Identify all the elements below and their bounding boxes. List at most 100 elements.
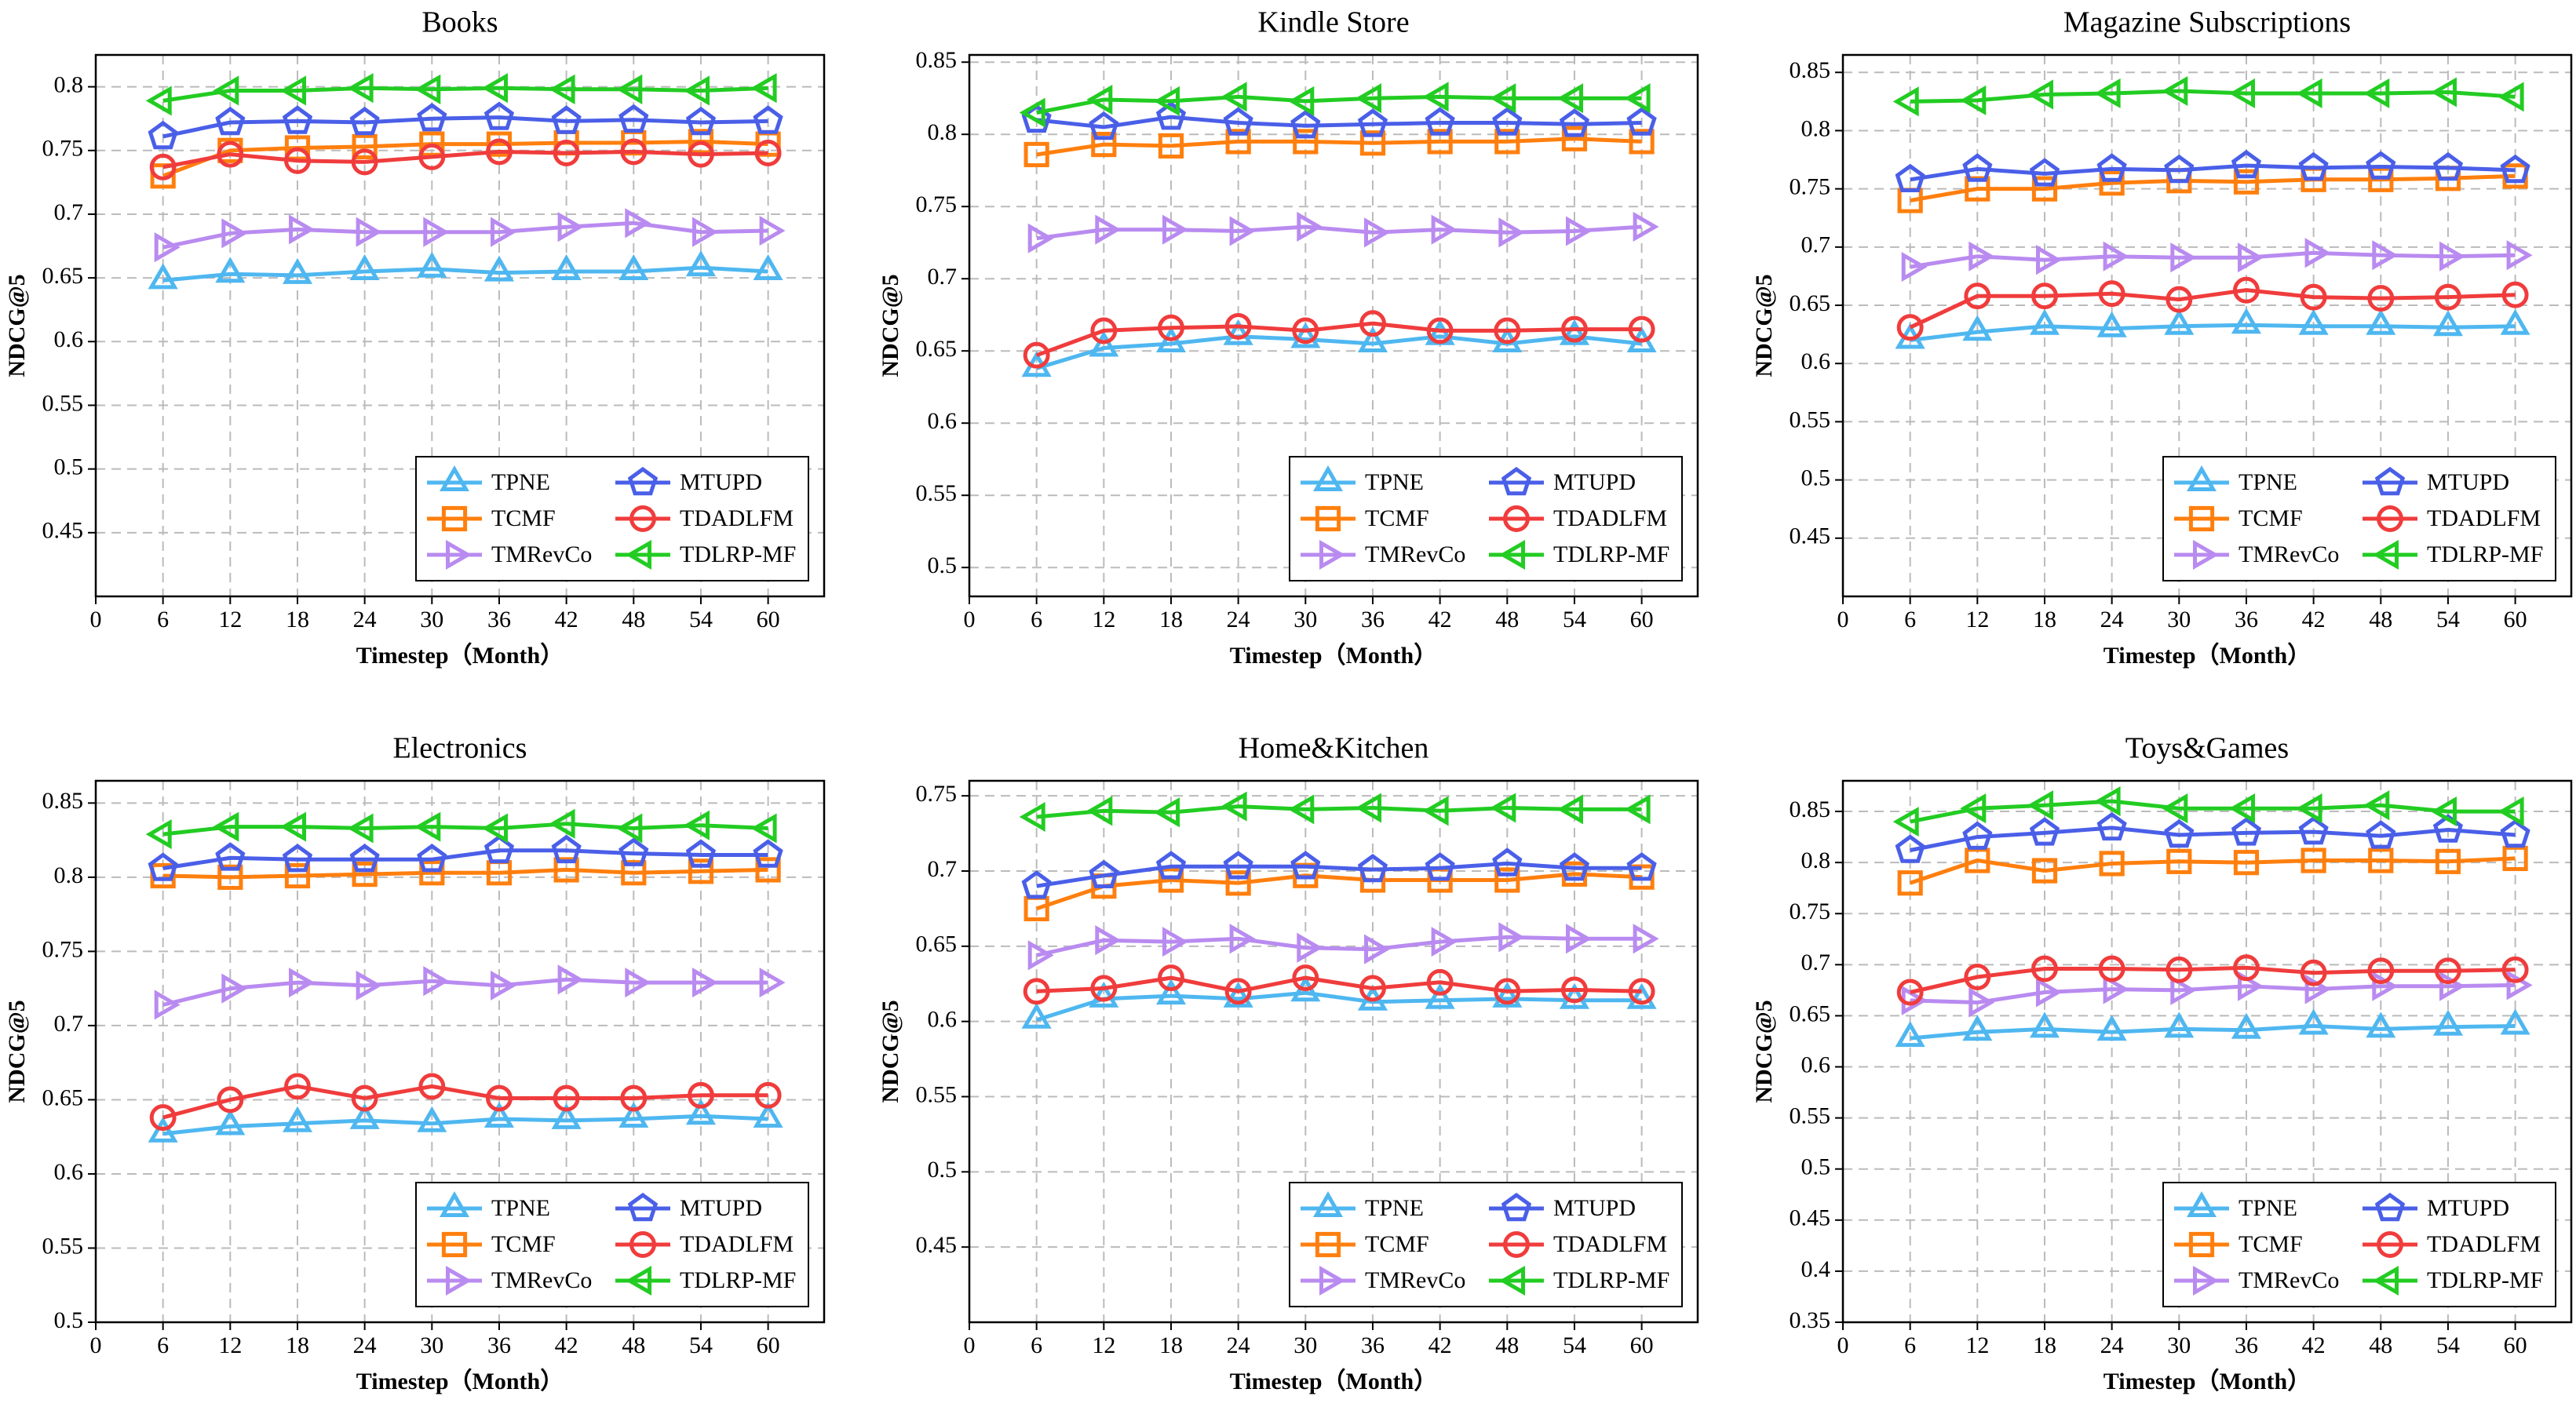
data-point xyxy=(1090,975,1118,1002)
y-tick-label: 0.55 xyxy=(42,1233,84,1259)
y-tick-label: 0.6 xyxy=(1801,348,1831,374)
data-point xyxy=(418,1073,446,1100)
data-point xyxy=(1559,982,1590,1009)
y-tick-label: 0.7 xyxy=(54,199,84,225)
data-point xyxy=(754,140,782,166)
data-point xyxy=(1357,326,1388,352)
data-point xyxy=(352,861,378,888)
data-point xyxy=(145,818,172,850)
data-point xyxy=(2301,847,2326,873)
y-tick-label: 0.7 xyxy=(1801,232,1831,258)
data-point xyxy=(349,254,380,280)
data-point xyxy=(483,101,515,130)
chart-title: Toys&Games xyxy=(2125,732,2289,765)
data-point xyxy=(621,860,647,886)
legend-marker xyxy=(439,1190,470,1217)
legend-marker xyxy=(1315,505,1341,532)
x-tick-label: 42 xyxy=(2302,1332,2326,1358)
chart-panel: Books 0.45 0.5 0.55 0.6 0.65 0.7 0.75 0.8 0 6 12 18 2… xyxy=(4,6,826,669)
data-point xyxy=(1091,131,1117,158)
data-point xyxy=(1158,964,1184,992)
x-tick-label: 6 xyxy=(157,607,169,632)
data-point xyxy=(688,1081,714,1109)
y-tick-label: 0.55 xyxy=(1790,406,1831,432)
legend-label: TDADLFM xyxy=(680,1231,794,1257)
legend-marker xyxy=(446,1265,473,1296)
data-point xyxy=(1962,821,1993,850)
x-tick-label: 12 xyxy=(1092,607,1115,632)
x-tick-label: 18 xyxy=(1159,607,1183,632)
data-point xyxy=(1633,924,1659,954)
data-point xyxy=(1224,312,1252,340)
x-tick-label: 42 xyxy=(1428,1332,1452,1358)
data-point xyxy=(1626,107,1657,136)
series-line xyxy=(1910,89,2516,104)
data-point xyxy=(356,217,382,247)
data-point xyxy=(1425,852,1455,881)
legend-label: TMRevCo xyxy=(2238,541,2339,567)
data-point xyxy=(418,143,446,170)
data-point xyxy=(217,140,244,168)
legend-marker xyxy=(1319,539,1346,570)
data-point xyxy=(1561,976,1588,1004)
y-tick-label: 0.45 xyxy=(1790,523,1831,549)
x-tick-label: 24 xyxy=(2100,1332,2124,1358)
x-tick-label: 60 xyxy=(1630,1332,1654,1358)
data-point xyxy=(553,140,580,166)
legend-marker xyxy=(625,1265,651,1296)
series-line xyxy=(1035,321,1642,358)
data-point xyxy=(423,217,450,247)
data-point xyxy=(2432,814,2464,843)
data-point xyxy=(2229,793,2255,824)
x-tick-label: 30 xyxy=(2167,1332,2191,1358)
data-point xyxy=(351,1084,378,1112)
x-tick-label: 60 xyxy=(1630,607,1654,632)
series-line xyxy=(1910,982,2516,1005)
legend-label: TPNE xyxy=(1365,1195,1424,1221)
data-point xyxy=(1561,126,1588,151)
legend-marker xyxy=(2193,539,2220,570)
y-tick-label: 0.45 xyxy=(1790,1205,1831,1231)
x-tick-label: 48 xyxy=(1495,607,1519,632)
data-point xyxy=(1892,807,1919,837)
series-line xyxy=(162,1084,768,1120)
data-point xyxy=(1633,211,1659,242)
x-tick-label: 0 xyxy=(964,607,976,632)
data-point xyxy=(1559,108,1590,137)
data-point xyxy=(618,837,649,866)
legend-label: TPNE xyxy=(2238,1195,2297,1221)
legend-label: MTUPD xyxy=(1553,1195,1636,1221)
legend-label: TDADLFM xyxy=(2427,1231,2541,1257)
data-point xyxy=(1292,964,1319,992)
legend-marker xyxy=(629,505,656,532)
data-point xyxy=(1561,315,1588,343)
data-point xyxy=(2500,154,2530,184)
data-point xyxy=(2238,242,2264,273)
legend-label: TCMF xyxy=(491,505,556,531)
data-point xyxy=(2439,241,2466,272)
data-point xyxy=(2368,847,2394,873)
data-point xyxy=(1968,987,1995,1018)
y-tick-label: 0.8 xyxy=(54,71,84,97)
x-tick-label: 30 xyxy=(420,607,443,632)
series-line xyxy=(1910,173,2516,202)
y-tick-label: 0.7 xyxy=(1801,950,1831,975)
data-point xyxy=(692,217,718,247)
data-point xyxy=(284,1073,311,1100)
data-point xyxy=(2036,977,2063,1008)
data-point xyxy=(1494,317,1521,344)
y-tick-label: 0.65 xyxy=(1790,1001,1831,1026)
data-point xyxy=(419,860,445,886)
data-point xyxy=(289,214,316,245)
x-tick-label: 60 xyxy=(757,1332,780,1358)
data-point xyxy=(2432,310,2464,337)
legend-label: TMRevCo xyxy=(491,1267,592,1293)
data-point xyxy=(414,74,441,104)
data-point xyxy=(1220,82,1247,112)
legend-marker xyxy=(2374,1192,2406,1222)
x-axis-label: Timestep（Month） xyxy=(1230,642,1437,669)
data-point xyxy=(2164,154,2195,184)
data-point xyxy=(2296,78,2322,109)
legend-label: TDLRP-MF xyxy=(2427,1267,2543,1293)
data-point xyxy=(551,1103,582,1129)
